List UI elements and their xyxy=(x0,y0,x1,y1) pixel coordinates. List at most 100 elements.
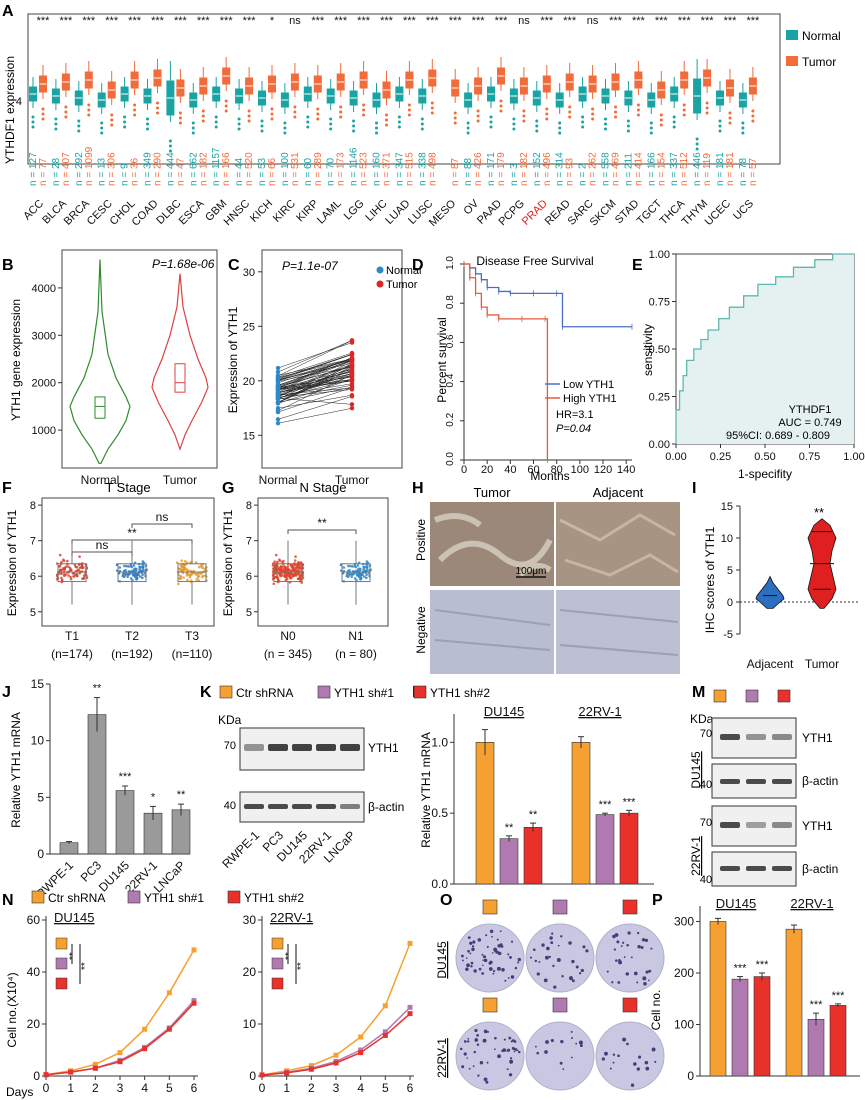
outlier-tumor-HNSC xyxy=(247,109,251,113)
outlier-normal-PAAD xyxy=(489,125,493,129)
o-colony xyxy=(463,1052,467,1056)
o-dish-0-1 xyxy=(525,923,595,993)
outlier-normal-TGCT xyxy=(649,126,653,130)
i-ytick-label: 15 xyxy=(721,501,733,513)
outlier-tumor-ESCA xyxy=(201,109,205,113)
cancer-label-LAML: LAML xyxy=(315,198,344,227)
l-sig: *** xyxy=(623,796,637,808)
f-plot-point-T1 xyxy=(78,566,82,569)
o-colony xyxy=(509,956,512,959)
outlier-tumor-CESC xyxy=(110,118,114,122)
outlier-tumor-SARC xyxy=(591,112,595,116)
c-pair-line xyxy=(277,389,353,398)
j-sig-PC3: ** xyxy=(93,683,102,695)
f-plot-ytick-label: 8 xyxy=(30,500,36,512)
n-ytick-label: 20 xyxy=(27,1017,41,1031)
g-plot-point-N0 xyxy=(276,577,280,580)
outlier-tumor-DLBC xyxy=(178,121,182,125)
outlier-tumor-SARC xyxy=(591,107,595,111)
n-point-DU145-2 xyxy=(68,1069,74,1075)
n-tumor-LUAD: n = 515 xyxy=(404,152,415,186)
panel-g-frame xyxy=(257,497,389,627)
panel-g-title: N Stage xyxy=(300,480,347,495)
f-plot-comparison-bracket xyxy=(131,523,193,528)
n-tumor-THYM: n = 119 xyxy=(702,153,713,186)
n-normal-STAD: n = 211 xyxy=(623,153,634,186)
panel-m-cell-22rv1: 22RV-1 xyxy=(689,836,703,876)
n-point-22RV-1-2 xyxy=(284,1070,290,1076)
g-plot-ytick-label: 6 xyxy=(246,571,252,583)
o-colony xyxy=(506,1068,509,1071)
o-colony xyxy=(575,1042,578,1045)
n-normal-KIRC: n = 100 xyxy=(280,152,291,186)
g-plot-point-N1 xyxy=(365,560,369,563)
n-point-DU145-2 xyxy=(43,1072,49,1078)
outlier-normal-OV xyxy=(466,121,470,125)
i-ytick-label: 10 xyxy=(721,533,733,545)
o-colony xyxy=(509,1059,514,1064)
n-tumor-MESO: n = 87 xyxy=(450,157,461,186)
outlier-normal-COAD xyxy=(146,117,149,121)
legend-normal-swatch xyxy=(786,30,798,40)
o-colony xyxy=(508,1036,512,1040)
o-colony xyxy=(571,979,575,983)
n-ytick-label: 10 xyxy=(243,1017,257,1031)
f-plot-point-T3 xyxy=(186,578,189,582)
f-plot-point-T2 xyxy=(129,577,133,580)
o-colony xyxy=(471,947,475,952)
outlier-normal-DLBC xyxy=(168,139,172,143)
outlier-normal-SKCM xyxy=(604,117,607,121)
g-plot-point-N0 xyxy=(297,560,300,564)
outlier-normal-GBM xyxy=(214,120,218,124)
o-colony xyxy=(484,1029,487,1033)
g-plot-point-N1 xyxy=(350,575,353,579)
o-colony xyxy=(467,949,470,953)
outlier-tumor-LAML xyxy=(339,115,343,119)
n-normal-TGCT: n = 166 xyxy=(646,152,657,186)
f-plot-point-T2 xyxy=(123,564,126,568)
o-colony xyxy=(459,1047,463,1051)
n-point-22RV-1-1 xyxy=(407,1004,413,1010)
g-plot-point-N0 xyxy=(291,574,294,577)
o-colony xyxy=(465,967,469,972)
l-ytick-label: 1.0 xyxy=(431,735,448,749)
outlier-tumor-ACC xyxy=(41,112,45,116)
c-pair-line xyxy=(277,340,353,373)
n-ytick-label: 60 xyxy=(27,913,41,927)
n-normal-THYM: n = 446 xyxy=(692,152,703,186)
n-plot-title-22RV-1: 22RV-1 xyxy=(270,910,313,925)
panel-n-ylabel: Cell no.(X10⁴) xyxy=(5,972,19,1047)
outlier-normal-KIRP xyxy=(306,120,310,124)
o-colony xyxy=(481,953,484,956)
outlier-normal-LIHC xyxy=(375,121,378,125)
c-pair-line xyxy=(277,371,353,390)
n-legend-sq xyxy=(271,957,284,970)
outlier-normal-OV xyxy=(466,126,470,130)
g-plot-ytick-label: 5 xyxy=(246,607,252,619)
g-plot-point-N1 xyxy=(353,577,357,580)
n-xtick-label: 4 xyxy=(357,1081,364,1095)
n-point-22RV-1-0 xyxy=(407,940,413,946)
f-plot-ytick-label: 6 xyxy=(30,571,36,583)
panel-c-legend-normal-dot xyxy=(376,266,384,274)
c-point-tumor xyxy=(349,362,355,368)
f-plot-point-T3 xyxy=(180,565,184,569)
outlier-tumor-SKCM xyxy=(614,110,617,114)
g-plot-point-N0 xyxy=(296,565,300,568)
n-normal-UCS: n = 78 xyxy=(738,157,749,186)
f-plot-point-T2 xyxy=(126,575,129,579)
b-violin-normal xyxy=(69,259,131,464)
n-xtick-label: 2 xyxy=(92,1081,99,1095)
o-colony xyxy=(578,1040,583,1045)
o-colony xyxy=(517,957,522,962)
f-plot-point-T1 xyxy=(75,565,79,569)
n-point-22RV-1-0 xyxy=(358,1034,364,1040)
n-normal-KIRP: n = 60 xyxy=(303,157,314,186)
outlier-tumor-UCS xyxy=(751,119,755,123)
l-bar-DU145-0 xyxy=(475,742,495,885)
c-xlabel-tumor: Tumor xyxy=(335,473,369,487)
panel-c-frame xyxy=(261,249,403,469)
outlier-tumor-THYM xyxy=(705,101,709,105)
o-colony xyxy=(482,964,484,967)
f-plot-point-T3 xyxy=(182,576,185,579)
